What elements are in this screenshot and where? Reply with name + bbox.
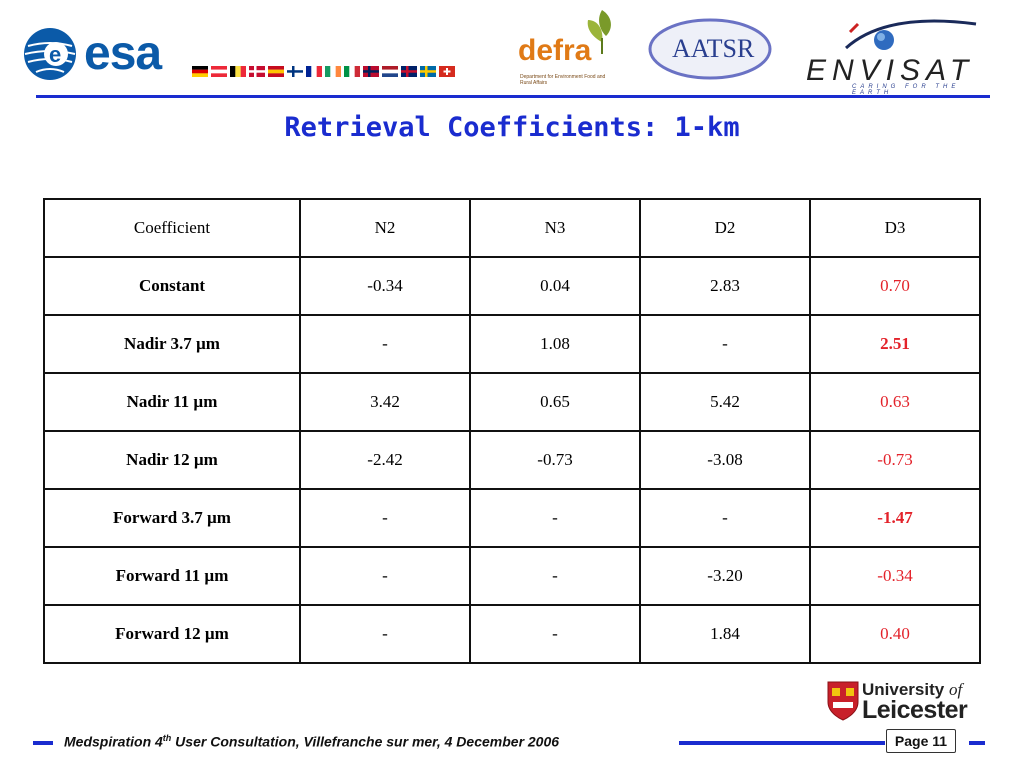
member-flags	[192, 66, 455, 77]
table-cell: 0.70	[809, 256, 981, 316]
column-header: D3	[809, 198, 981, 258]
flag-finland-icon	[287, 66, 303, 77]
table-cell: 5.42	[639, 372, 811, 432]
university-line2: Leicester	[862, 696, 968, 724]
table-cell: 1.84	[639, 604, 811, 664]
aatsr-ellipse-icon	[648, 18, 772, 80]
flag-netherlands-icon	[382, 66, 398, 77]
flag-italy-icon	[344, 66, 360, 77]
row-label: Nadir 11 µm	[43, 372, 301, 432]
flag-uk-icon	[401, 66, 417, 77]
table-cell: 0.63	[809, 372, 981, 432]
aatsr-logo: AATSR	[648, 18, 772, 80]
flag-austria-icon	[211, 66, 227, 77]
svg-text:e: e	[49, 42, 61, 67]
column-header: N2	[299, 198, 471, 258]
table-cell: -3.08	[639, 430, 811, 490]
table-cell: -	[469, 604, 641, 664]
footer-caption: Medspiration 4th User Consultation, Vill…	[64, 733, 560, 750]
envisat-wordmark: ENVISAT	[806, 54, 975, 87]
table-cell: -1.47	[809, 488, 981, 548]
table-cell: -	[469, 488, 641, 548]
slide-title: Retrieval Coefficients: 1-km	[284, 112, 740, 143]
flag-switzerland-icon	[439, 66, 455, 77]
row-label: Constant	[43, 256, 301, 316]
defra-logo: defra Department for Environment Food an…	[516, 8, 616, 90]
flag-belgium-icon	[230, 66, 246, 77]
table-cell: -2.42	[299, 430, 471, 490]
table-cell: 0.65	[469, 372, 641, 432]
table-cell: 2.51	[809, 314, 981, 374]
envisat-tagline: CARING FOR THE EARTH	[852, 84, 960, 96]
coefficients-table: Coefficient N2 N3 D2 D3 Constant -0.34 0.04 2.83…	[43, 198, 981, 664]
row-label: Forward 3.7 µm	[43, 488, 301, 548]
column-header: Coefficient	[43, 198, 301, 258]
table-cell: 0.40	[809, 604, 981, 664]
table-header-row: Coefficient N2 N3 D2 D3	[43, 198, 981, 258]
table-cell: -	[299, 314, 471, 374]
footer-dash-left	[33, 741, 53, 745]
table-cell: -	[299, 604, 471, 664]
envisat-swoosh-icon	[844, 19, 977, 50]
flag-spain-icon	[268, 66, 284, 77]
aatsr-wordmark: AATSR	[672, 34, 755, 63]
footer-dash-right	[969, 741, 985, 745]
table-row: Nadir 3.7 µm -1.08-2.51	[43, 314, 981, 374]
leicester-shield-icon	[827, 681, 859, 721]
table-row: Forward 12 µm - -1.84 0.40	[43, 604, 981, 664]
table-row: Nadir 11 µm 3.42 0.65 5.42 0.63	[43, 372, 981, 432]
row-label: Forward 12 µm	[43, 604, 301, 664]
table-row: Constant -0.34 0.04 2.83 0.70	[43, 256, 981, 316]
table-cell: 1.08	[469, 314, 641, 374]
flag-germany-icon	[192, 66, 208, 77]
column-header: D2	[639, 198, 811, 258]
row-label: Nadir 12 µm	[43, 430, 301, 490]
table-cell: 2.83	[639, 256, 811, 316]
column-header: N3	[469, 198, 641, 258]
table-cell: -0.34	[299, 256, 471, 316]
defra-subtitle: Department for Environment Food and Rura…	[520, 74, 606, 86]
table-row: Nadir 12 µm -2.42 -0.73 -3.08 -0.73	[43, 430, 981, 490]
table-cell: -	[469, 546, 641, 606]
flag-ireland-icon	[325, 66, 341, 77]
table-cell: -	[639, 488, 811, 548]
defra-leaf-icon	[587, 10, 611, 54]
row-label: Forward 11 µm	[43, 546, 301, 606]
header-rule	[36, 95, 990, 98]
page-number: Page 11	[886, 729, 956, 753]
university-of-leicester-logo: University of Leicester	[826, 680, 996, 724]
university-line1: University of	[862, 680, 963, 699]
defra-wordmark: defra	[518, 34, 592, 67]
table-cell: -	[639, 314, 811, 374]
table-row: Forward 11 µm - - -3.20 -0.34	[43, 546, 981, 606]
flag-denmark-icon	[249, 66, 265, 77]
esa-wordmark: esa	[84, 27, 162, 80]
flag-france-icon	[306, 66, 322, 77]
row-label: Nadir 3.7 µm	[43, 314, 301, 374]
footer-rule	[679, 741, 885, 745]
table-cell: -	[299, 488, 471, 548]
table-cell: -0.34	[809, 546, 981, 606]
envisat-logo: ENVISAT CARING FOR THE EARTH	[806, 18, 994, 96]
table-cell: -0.73	[469, 430, 641, 490]
table-cell: 0.04	[469, 256, 641, 316]
esa-logo: e esa	[22, 24, 192, 86]
table-row: Forward 3.7 µm - - - -1.47	[43, 488, 981, 548]
table-cell: -	[299, 546, 471, 606]
flag-sweden-icon	[420, 66, 436, 77]
flag-norway-icon	[363, 66, 379, 77]
table-cell: -0.73	[809, 430, 981, 490]
esa-globe-icon: e	[24, 28, 76, 80]
table-cell: 3.42	[299, 372, 471, 432]
table-cell: -3.20	[639, 546, 811, 606]
